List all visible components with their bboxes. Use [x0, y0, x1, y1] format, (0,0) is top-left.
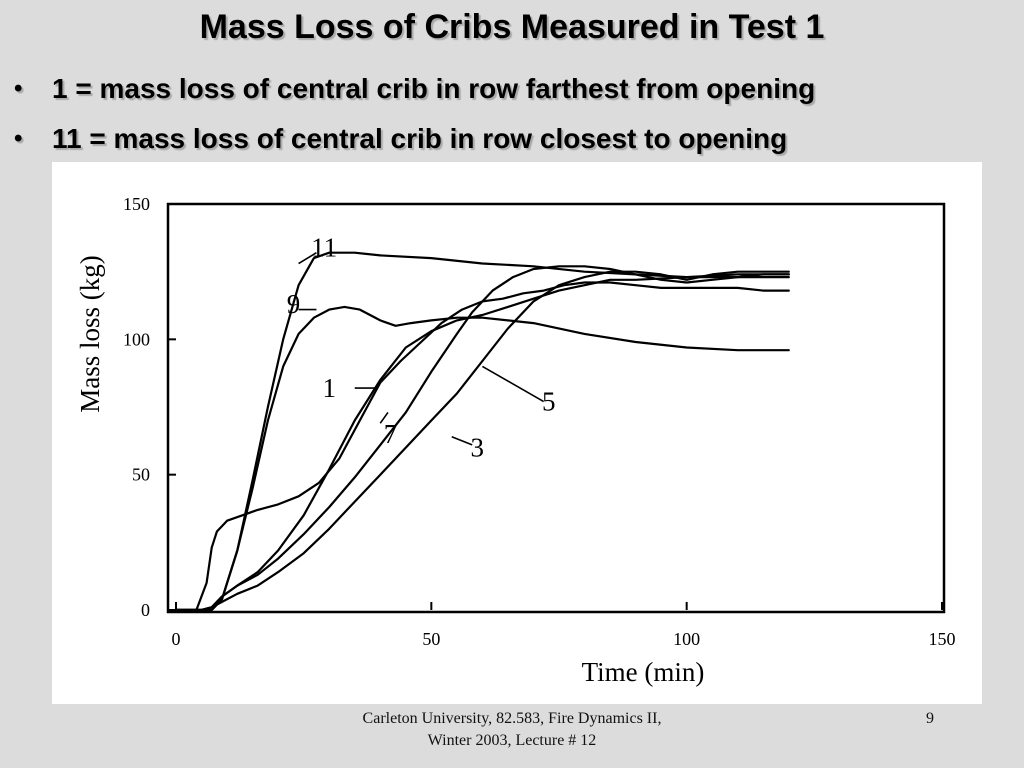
bullet-item: • 1 = mass loss of central crib in row f…	[14, 64, 815, 114]
x-tick-label: 100	[673, 629, 700, 649]
leader-line-5	[482, 365, 545, 403]
series-line-1	[174, 281, 790, 612]
leader-line-7	[379, 411, 389, 424]
x-tick-label: 150	[929, 629, 956, 649]
curve-label-9: 9	[287, 289, 301, 319]
chart-figure: 0 50 100 150 0 50 100 150 Time (min) Mass loss …	[52, 162, 982, 704]
y-tick-label: 50	[132, 465, 150, 485]
series-line-3	[174, 270, 790, 612]
y-tick-label: 100	[123, 329, 150, 349]
series-line-5	[174, 265, 790, 612]
bullet-text: 11 = mass loss of central crib in row cl…	[52, 123, 788, 154]
footer-text: Carleton University, 82.583, Fire Dynami…	[362, 710, 662, 749]
y-tick-label: 0	[141, 600, 150, 620]
curve-label-11: 11	[311, 232, 337, 262]
x-tick-label: 0	[172, 629, 181, 649]
mass-loss-chart: 0 50 100 150 0 50 100 150 Time (min) Mass loss …	[75, 194, 956, 687]
plot-frame	[166, 202, 946, 614]
curve-label-7: 7	[384, 419, 398, 449]
bullet-item: • 11 = mass loss of central crib in row …	[14, 114, 815, 164]
bullet-list: • 1 = mass loss of central crib in row f…	[14, 64, 815, 164]
page-number: 9	[926, 710, 934, 727]
bullet-dot: •	[14, 75, 23, 102]
bullet-text: 1 = mass loss of central crib in row far…	[52, 73, 816, 104]
curve-label-3: 3	[471, 433, 485, 463]
bullet-dot: •	[14, 125, 23, 152]
leader-line-3	[451, 436, 473, 446]
slide-title: Mass Loss of Cribs Measured in Test 1	[199, 8, 825, 46]
series-line-9	[174, 305, 790, 612]
curve-label-1: 1	[322, 373, 336, 403]
y-tick-label: 150	[123, 194, 150, 214]
curve-label-5: 5	[542, 387, 556, 417]
x-tick-label: 50	[422, 629, 440, 649]
series-line-11	[174, 251, 790, 612]
x-axis-label: Time (min)	[582, 657, 705, 687]
leader-line-11	[298, 252, 317, 265]
y-axis-label: Mass loss (kg)	[75, 255, 105, 413]
